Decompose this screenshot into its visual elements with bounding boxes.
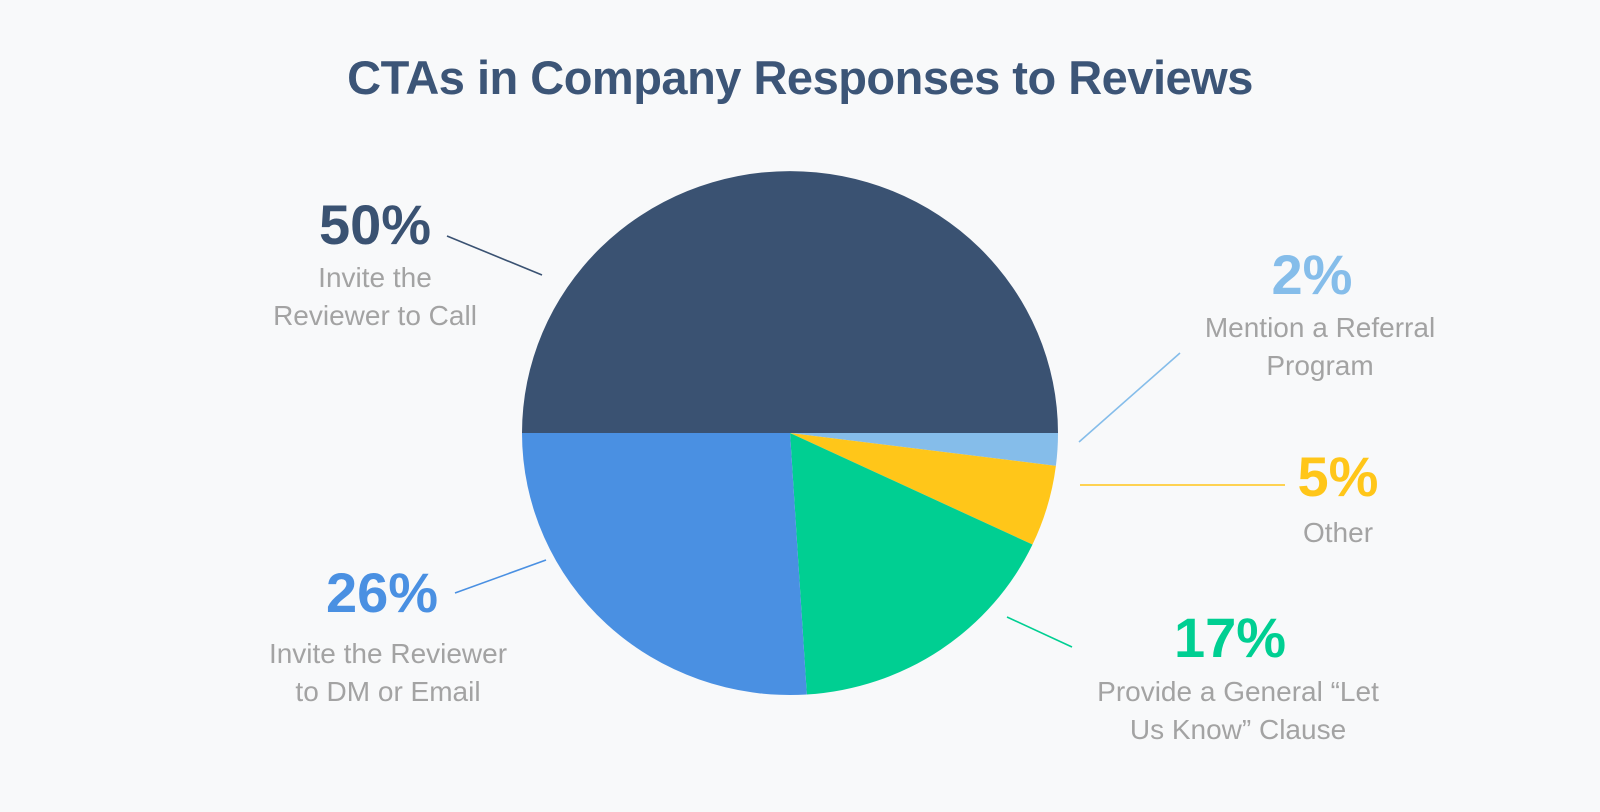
slice-category-label: Mention a Referral Program bbox=[1205, 312, 1435, 381]
pie-slice-5 bbox=[522, 433, 807, 695]
slice-category-label: Other bbox=[1303, 517, 1373, 548]
pie-slice-2 bbox=[790, 433, 1058, 466]
slice-percent-label: 50% bbox=[319, 193, 431, 256]
leader-line-4 bbox=[1006, 616, 1073, 648]
slice-percent-label: 26% bbox=[326, 561, 438, 624]
slice-category-label: Invite the Reviewer to DM or Email bbox=[269, 638, 507, 707]
pie-slice-1 bbox=[522, 171, 1058, 434]
slice-category-label: Invite the Reviewer to Call bbox=[273, 262, 477, 331]
slice-percent-label: 2% bbox=[1272, 243, 1353, 306]
slice-percent-label: 5% bbox=[1298, 445, 1379, 508]
pie-slice-4 bbox=[790, 433, 1033, 695]
chart-title: CTAs in Company Responses to Reviews bbox=[347, 51, 1253, 104]
leader-line-2 bbox=[1078, 352, 1181, 443]
pie-slice-3 bbox=[790, 433, 1056, 545]
leader-line-5 bbox=[454, 559, 547, 594]
slice-category-label: Provide a General “Let Us Know” Clause bbox=[1097, 676, 1379, 745]
slice-percent-label: 17% bbox=[1174, 606, 1286, 669]
leader-line-1 bbox=[446, 235, 543, 276]
